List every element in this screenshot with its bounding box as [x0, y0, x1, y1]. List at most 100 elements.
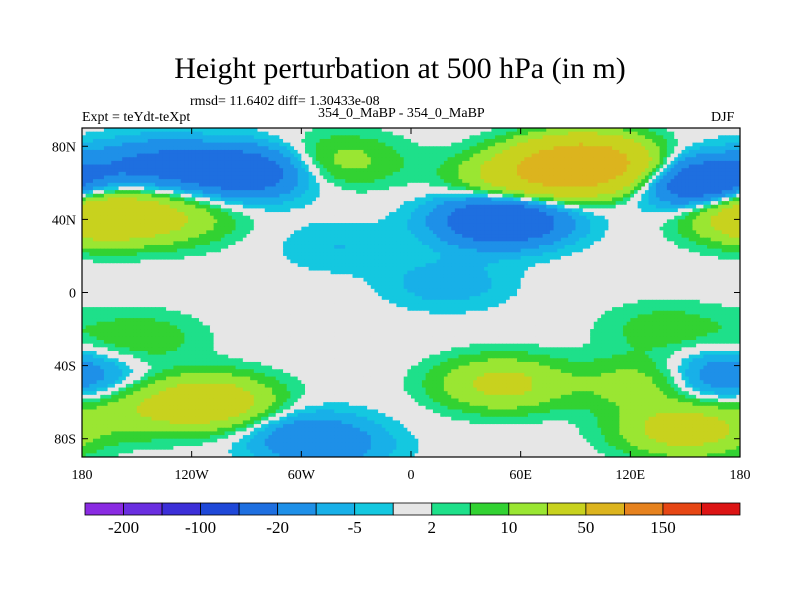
heatmap-cell [308, 219, 313, 224]
heatmap-cell [495, 138, 500, 144]
heatmap-cell [564, 204, 569, 210]
heatmap-cell [334, 182, 339, 188]
heatmap-cell [418, 164, 423, 169]
heatmap-cell [725, 168, 730, 173]
heatmap-cell [162, 204, 167, 210]
heatmap-cell [261, 208, 266, 213]
heatmap-cell [652, 190, 657, 195]
heatmap-cell [144, 135, 149, 140]
heatmap-cell [633, 157, 639, 162]
heatmap-cell [443, 128, 449, 133]
heatmap-cell [294, 146, 299, 151]
heatmap-cell [198, 157, 204, 162]
heatmap-cell [82, 146, 87, 151]
heatmap-cell [330, 204, 335, 210]
heatmap-cell [714, 223, 719, 228]
heatmap-cell [345, 168, 350, 173]
heatmap-cell [564, 128, 569, 133]
heatmap-cell [389, 204, 394, 210]
heatmap-cell [315, 149, 321, 155]
heatmap-cell [348, 215, 354, 220]
heatmap-cell [732, 131, 737, 136]
heatmap-cell [429, 135, 434, 140]
heatmap-cell [246, 175, 251, 180]
heatmap-cell [301, 215, 306, 220]
heatmap-cell [604, 186, 609, 191]
heatmap-cell [96, 171, 101, 177]
heatmap-cell [520, 128, 525, 133]
heatmap-cell [279, 168, 284, 173]
heatmap-cell [323, 204, 328, 210]
heatmap-cell [637, 204, 642, 210]
heatmap-cell [129, 223, 134, 228]
heatmap-cell [670, 190, 675, 195]
heatmap-cell [348, 164, 354, 169]
heatmap-cell [96, 128, 101, 133]
heatmap-cell [356, 146, 361, 151]
heatmap-cell [209, 149, 215, 155]
heatmap-cell [480, 160, 485, 166]
heatmap-cell [162, 171, 167, 177]
heatmap-cell [264, 146, 270, 151]
heatmap-cell [264, 204, 270, 210]
heatmap-cell [180, 190, 185, 195]
heatmap-cell [601, 215, 606, 220]
heatmap-cell [257, 197, 262, 202]
heatmap-cell [107, 128, 112, 133]
heatmap-cell [114, 157, 120, 162]
heatmap-cell [363, 186, 368, 191]
heatmap-cell [400, 219, 405, 224]
heatmap-cell [403, 179, 408, 184]
heatmap-cell [582, 131, 588, 136]
heatmap-cell [575, 142, 580, 147]
heatmap-cell [436, 179, 441, 184]
heatmap-cell [623, 142, 628, 147]
heatmap-cell [122, 149, 127, 155]
heatmap-cell [82, 138, 87, 144]
heatmap-cell [217, 179, 222, 184]
heatmap-cell [334, 223, 339, 228]
heatmap-cell [484, 223, 489, 228]
heatmap-cell [571, 219, 577, 224]
heatmap-cell [542, 131, 547, 136]
heatmap-cell [509, 138, 514, 144]
heatmap-cell [118, 135, 123, 140]
heatmap-cell [659, 142, 664, 147]
heatmap-cell [308, 179, 313, 184]
heatmap-cell [89, 135, 94, 140]
season-label: DJF [711, 110, 735, 125]
heatmap-cell [283, 212, 288, 217]
heatmap-cell [224, 179, 229, 184]
heatmap-cell [304, 175, 310, 180]
heatmap-cell [224, 197, 229, 202]
heatmap-cell [491, 186, 496, 191]
heatmap-cell [590, 219, 595, 224]
heatmap-cell [403, 168, 408, 173]
heatmap-cell [294, 157, 299, 162]
heatmap-cell [385, 135, 390, 140]
heatmap-cell [367, 226, 372, 231]
heatmap-cell [173, 164, 178, 169]
heatmap-cell [304, 138, 310, 144]
heatmap-cell [125, 142, 131, 147]
heatmap-cell [396, 201, 401, 206]
heatmap-cell [217, 168, 222, 173]
heatmap-cell [564, 226, 569, 231]
heatmap-cell [352, 135, 357, 140]
heatmap-cell [560, 212, 566, 217]
heatmap-cell [308, 142, 313, 147]
heatmap-cell [169, 153, 174, 158]
heatmap-cell [491, 168, 496, 173]
heatmap-cell [535, 212, 540, 217]
heatmap-cell [498, 131, 503, 136]
heatmap-cell [597, 208, 602, 213]
heatmap-cell [462, 157, 467, 162]
heatmap-cell [655, 128, 661, 133]
heatmap-cell [655, 208, 661, 213]
heatmap-cell [458, 131, 463, 136]
heatmap-cell [590, 135, 595, 140]
heatmap-cell [253, 149, 259, 155]
heatmap-cell [253, 179, 259, 184]
heatmap-cell [374, 226, 379, 231]
heatmap-cell [615, 186, 620, 191]
